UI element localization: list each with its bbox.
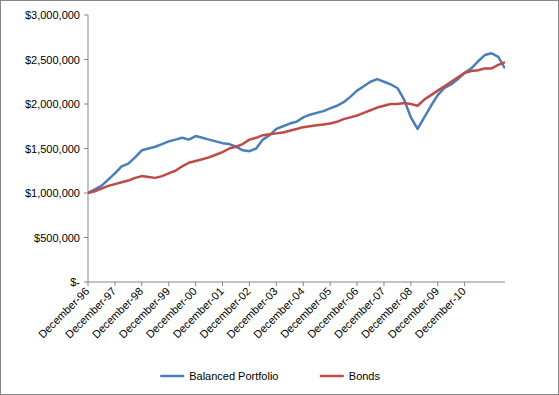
y-tick-label: $2,000,000: [25, 98, 80, 110]
legend-label: Balanced Portfolio: [189, 370, 278, 382]
legend-label: Bonds: [349, 370, 381, 382]
plot-area: [88, 53, 505, 193]
x-tick: [141, 282, 142, 286]
y-tick: [84, 237, 88, 238]
y-tick: [84, 193, 88, 194]
x-tick: [357, 282, 358, 286]
y-tick: [84, 104, 88, 105]
x-tick-label: December-10: [412, 285, 468, 341]
y-tick-label: $1,500,000: [25, 143, 80, 155]
y-tick: [84, 59, 88, 60]
y-tick-label: $2,500,000: [25, 54, 80, 66]
y-tick-label: $1,000,000: [25, 187, 80, 199]
x-tick: [303, 282, 304, 286]
x-tick: [249, 282, 250, 286]
x-tick: [464, 282, 465, 286]
series-line: [88, 62, 505, 193]
chart-frame: [1, 1, 559, 395]
y-tick: [84, 15, 88, 16]
y-tick-label: $-: [70, 276, 80, 288]
x-tick: [88, 282, 89, 286]
x-tick: [437, 282, 438, 286]
legend-swatch: [320, 375, 344, 378]
x-tick: [168, 282, 169, 286]
series-line: [88, 53, 505, 193]
x-tick: [276, 282, 277, 286]
x-tick: [114, 282, 115, 286]
x-tick: [330, 282, 331, 286]
y-axis: [88, 15, 89, 282]
y-tick-label: $500,000: [34, 232, 80, 244]
chart: $- $500,000 $1,000,000 $1,500,000 $2,000,000…: [0, 0, 559, 395]
x-axis: [88, 282, 505, 283]
legend-swatch: [160, 375, 184, 378]
y-tick-label: $3,000,000: [25, 9, 80, 21]
y-tick: [84, 282, 88, 283]
legend: Balanced Portfolio Bonds: [160, 370, 380, 382]
x-tick: [383, 282, 384, 286]
x-tick: [410, 282, 411, 286]
x-tick: [222, 282, 223, 286]
y-tick: [84, 148, 88, 149]
x-tick: [195, 282, 196, 286]
